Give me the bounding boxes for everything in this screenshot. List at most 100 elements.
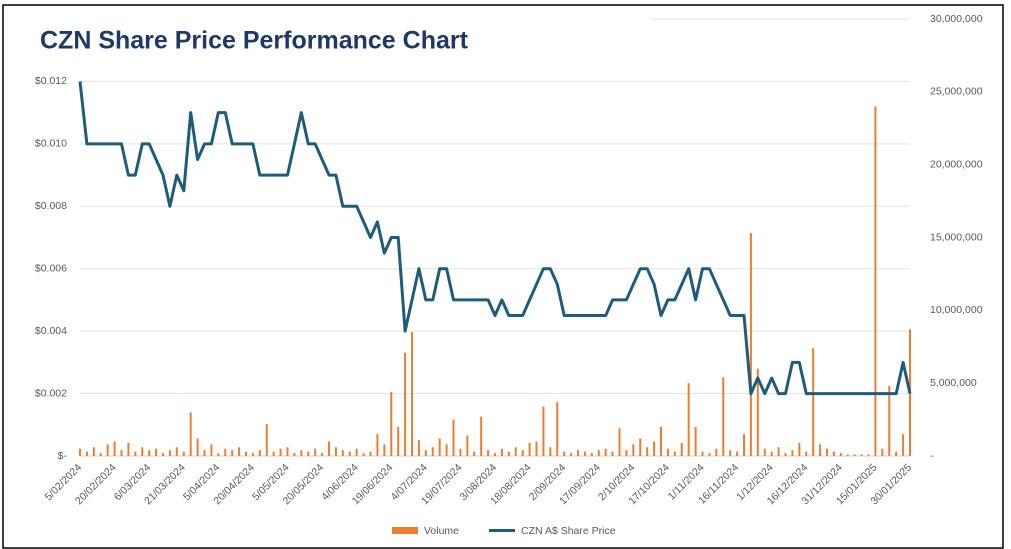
volume-bar bbox=[535, 441, 538, 456]
volume-bar bbox=[895, 451, 898, 456]
volume-bar bbox=[874, 106, 877, 457]
volume-bar bbox=[777, 447, 780, 456]
volume-bar bbox=[355, 448, 358, 456]
y2-tick-label: 25,000,000 bbox=[930, 86, 983, 98]
volume-bar bbox=[763, 448, 766, 456]
volume-bar bbox=[563, 451, 566, 456]
volume-bar bbox=[85, 451, 88, 456]
volume-bar bbox=[590, 453, 593, 456]
volume-bar bbox=[369, 451, 372, 456]
volume-bar bbox=[639, 438, 642, 456]
volume-bar bbox=[514, 447, 517, 456]
volume-bar bbox=[155, 448, 158, 456]
volume-bar bbox=[694, 426, 697, 456]
volume-bar bbox=[438, 438, 441, 456]
volume-bar bbox=[231, 450, 234, 456]
volume-bar bbox=[611, 451, 614, 456]
y-tick-label: $0.006 bbox=[35, 262, 67, 274]
volume-bar bbox=[99, 453, 102, 456]
volume-bar bbox=[79, 448, 81, 456]
legend-swatch bbox=[392, 527, 418, 534]
volume-bar bbox=[625, 450, 628, 456]
volume-bar bbox=[411, 332, 413, 456]
volume-bar bbox=[334, 447, 337, 456]
volume-bar bbox=[265, 423, 268, 456]
volume-bar bbox=[542, 406, 545, 456]
volume-bar bbox=[632, 444, 635, 456]
y2-tick-label: - bbox=[930, 450, 934, 462]
volume-bar bbox=[770, 451, 773, 456]
volume-bar bbox=[314, 448, 317, 456]
volume-bar bbox=[459, 448, 462, 456]
volume-bar bbox=[217, 453, 220, 456]
volume-bar bbox=[708, 453, 711, 456]
volume-bar bbox=[597, 450, 600, 456]
volume-bar bbox=[881, 448, 884, 456]
volume-bar bbox=[832, 451, 835, 456]
y2-tick-label: 5,000,000 bbox=[930, 377, 977, 389]
volume-bar bbox=[722, 377, 725, 456]
volume-bar bbox=[805, 451, 808, 456]
volume-bar bbox=[397, 426, 400, 456]
volume-bar bbox=[653, 441, 656, 456]
volume-bar bbox=[736, 451, 739, 456]
volume-bar bbox=[258, 450, 261, 456]
volume-bar bbox=[417, 439, 420, 456]
y-tick-label: $0.012 bbox=[35, 75, 67, 87]
volume-bar bbox=[680, 442, 683, 456]
chart-title: CZN Share Price Performance Chart bbox=[40, 27, 469, 55]
volume-bar bbox=[286, 447, 289, 456]
volume-bar bbox=[756, 368, 759, 456]
volume-bar bbox=[431, 447, 434, 456]
volume-bar bbox=[618, 428, 621, 456]
volume-bar bbox=[480, 416, 483, 456]
volume-bar bbox=[210, 444, 213, 456]
volume-bar bbox=[494, 453, 496, 456]
volume-bar bbox=[853, 454, 856, 456]
volume-bar bbox=[687, 383, 690, 456]
y2-tick-label: 20,000,000 bbox=[930, 158, 983, 170]
legend-label: Volume bbox=[424, 525, 459, 537]
price-line bbox=[78, 81, 912, 396]
volume-bar bbox=[729, 450, 732, 456]
volume-bar bbox=[660, 426, 662, 456]
volume-bar bbox=[348, 451, 351, 456]
volume-bar bbox=[521, 450, 524, 456]
volume-bar bbox=[791, 450, 794, 456]
volume-bar bbox=[500, 448, 503, 456]
volume-bar bbox=[245, 451, 247, 456]
volume-bar bbox=[92, 447, 95, 456]
volume-bar bbox=[867, 454, 870, 456]
volume-bar bbox=[701, 451, 704, 456]
volume-bar bbox=[826, 448, 828, 456]
volume-bar bbox=[846, 454, 849, 456]
volume-bar bbox=[473, 451, 476, 456]
volume-bar bbox=[528, 442, 531, 456]
volume-bar bbox=[666, 448, 669, 456]
volume-bar bbox=[715, 448, 718, 456]
y-tick-label: $0.010 bbox=[35, 138, 67, 150]
volume-bar bbox=[404, 352, 407, 456]
volume-bar bbox=[383, 444, 386, 456]
volume-bar bbox=[812, 348, 815, 456]
volume-bar bbox=[162, 453, 164, 456]
volume-bar bbox=[798, 442, 801, 456]
volume-bar bbox=[445, 444, 448, 456]
volume-bar bbox=[819, 444, 822, 456]
volume-bar bbox=[328, 441, 330, 456]
y-tick-label: $- bbox=[58, 450, 68, 462]
volume-bar bbox=[570, 453, 573, 456]
volume-bar bbox=[376, 434, 379, 456]
volume-bar bbox=[148, 450, 151, 456]
volume-bar bbox=[175, 447, 178, 456]
volume-bar bbox=[888, 386, 891, 456]
volume-bar bbox=[604, 448, 607, 456]
volume-bar bbox=[556, 402, 559, 456]
volume-bar bbox=[251, 453, 254, 456]
volume-bar bbox=[279, 448, 282, 456]
frame bbox=[2, 4, 1004, 549]
volume-bar bbox=[902, 434, 905, 456]
volume-bar bbox=[224, 448, 227, 456]
volume-bar bbox=[507, 451, 510, 456]
